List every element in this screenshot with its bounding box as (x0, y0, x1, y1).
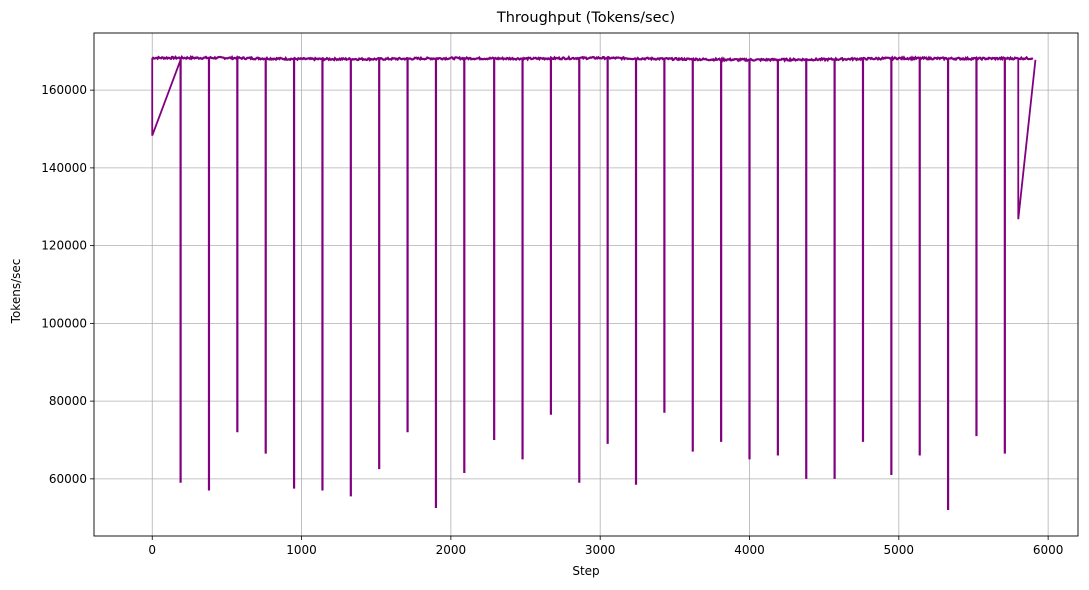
y-axis-label: Tokens/sec (9, 259, 23, 325)
y-tick-label: 80000 (49, 394, 87, 408)
plot-area (151, 54, 1037, 510)
axis-ticks: 0 1000 2000 3000 4000 5000 6000 60000 80000 10000… (41, 83, 1063, 557)
y-tick-label: 140000 (41, 161, 87, 175)
x-tick-label: 0 (148, 543, 156, 557)
series-end-segment (1017, 58, 1037, 220)
x-tick-label: 4000 (734, 543, 765, 557)
x-axis-label: Step (572, 564, 599, 578)
y-tick-label: 100000 (41, 316, 87, 330)
x-tick-label: 6000 (1033, 543, 1064, 557)
grid-lines (94, 33, 1078, 536)
y-tick-label: 160000 (41, 83, 87, 97)
y-tick-label: 120000 (41, 239, 87, 253)
plot-frame (93, 32, 1079, 537)
series-start-segment (151, 57, 182, 136)
x-tick-label: 2000 (436, 543, 467, 557)
x-tick-label: 1000 (286, 543, 317, 557)
x-tick-label: 5000 (884, 543, 915, 557)
chart-title: Throughput (Tokens/sec) (496, 10, 675, 26)
x-tick-label: 3000 (585, 543, 616, 557)
series-baseline-line (152, 54, 1034, 63)
y-tick-label: 60000 (49, 472, 87, 486)
